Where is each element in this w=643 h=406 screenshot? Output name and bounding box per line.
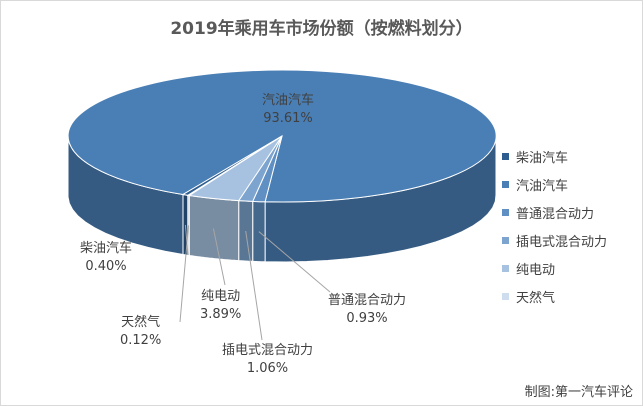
legend-swatch [502,152,509,160]
legend-item-hybrid: 普通混合动力 [502,198,607,226]
label-phev-value: 1.06% [246,361,289,376]
label-diesel-name: 柴油汽车 [80,241,133,256]
legend-item-phev: 插电式混合动力 [502,226,607,254]
label-diesel-value: 0.40% [85,259,127,274]
legend-item-diesel: 柴油汽车 [502,142,607,170]
label-natural-gas: 天然气 0.12% [120,314,161,350]
leader-line-0 [184,224,189,256]
legend-label: 汽油汽车 [516,178,569,194]
label-gasoline-value: 93.61% [263,111,313,126]
legend-label: 天然气 [516,290,556,306]
slice-2-side [252,200,266,263]
slice-4-side [188,194,240,262]
leader-line-4 [212,228,226,286]
legend-label: 普通混合动力 [516,206,595,222]
chart-credit: 制图:第一汽车评论 [524,385,633,400]
label-ev-name: 纯电动 [201,289,241,304]
label-hybrid-value: 0.93% [346,311,388,326]
label-phev-name: 插电式混合动力 [222,343,314,358]
leader-line-2 [258,231,331,293]
legend-swatch [502,292,509,300]
label-ev: 纯电动 3.89% [200,288,241,324]
legend-swatch [502,236,509,244]
leader-line-3 [245,230,263,341]
legend-swatch [502,208,509,216]
label-gasoline: 汽油汽车 93.61% [262,92,314,128]
slice-0-top [181,135,283,196]
legend-label: 纯电动 [516,262,556,278]
label-hybrid: 普通混合动力 0.93% [328,292,406,328]
chart-title: 2019年乘用车市场份额（按燃料划分） [170,19,473,39]
label-ev-value: 3.89% [200,307,242,322]
label-hybrid-name: 普通混合动力 [328,293,407,308]
legend-label: 柴油汽车 [516,150,569,166]
legend-item-natural-gas: 天然气 [502,282,607,310]
legend-swatch [502,264,509,272]
legend-swatch [502,180,509,188]
label-natural-gas-value: 0.12% [120,333,162,348]
legend-item-ev: 纯电动 [502,254,607,282]
label-phev: 插电式混合动力 1.06% [222,342,313,378]
slice-1-top [67,69,497,203]
legend: 柴油汽车 汽油汽车 普通混合动力 插电式混合动力 纯电动 天然气 [502,142,607,310]
label-natural-gas-name: 天然气 [121,315,161,330]
legend-label: 插电式混合动力 [516,234,608,250]
legend-item-gasoline: 汽油汽车 [502,170,607,198]
label-diesel: 柴油汽车 0.40% [80,240,132,276]
label-gasoline-name: 汽油汽车 [262,93,315,108]
